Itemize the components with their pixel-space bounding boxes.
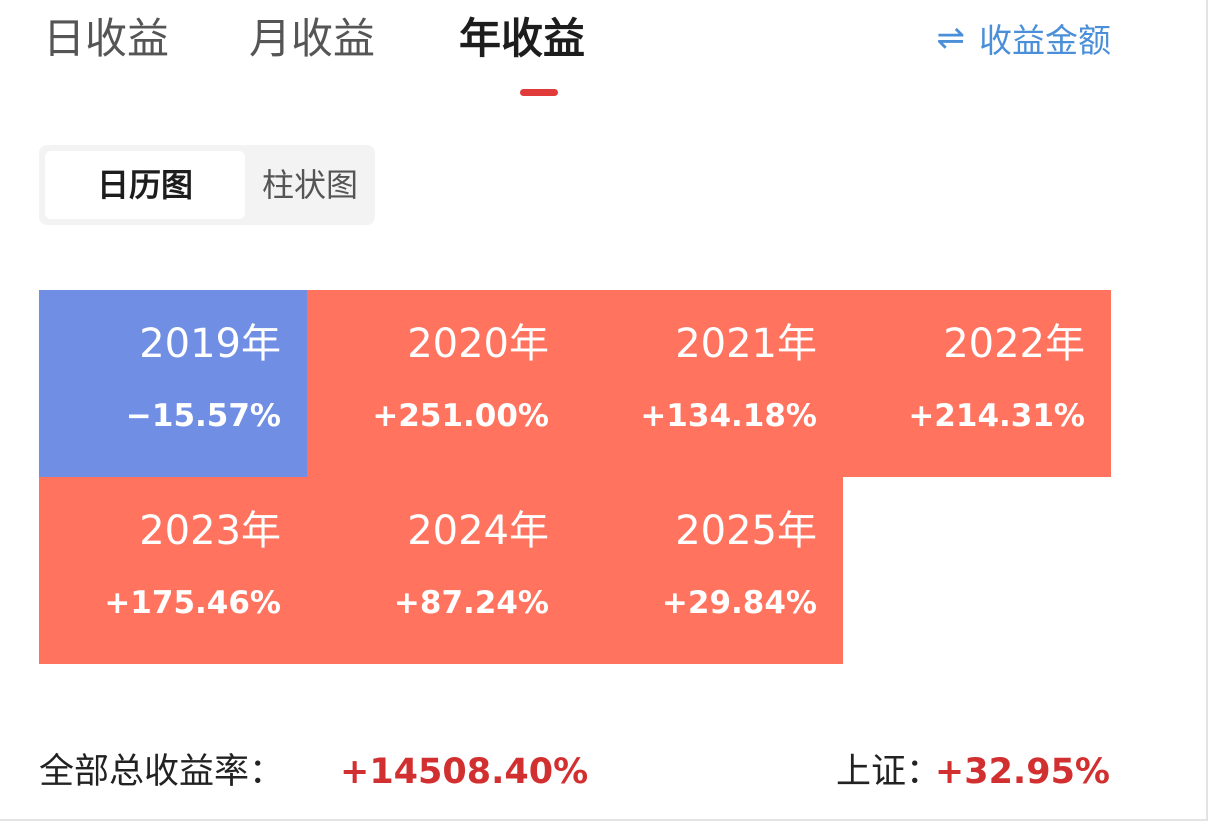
year-label: 2022年 — [943, 321, 1085, 367]
total-return-value: +14508.40% — [340, 752, 589, 792]
year-cell[interactable]: 2024年 +87.24% — [307, 477, 575, 664]
year-return: +87.24% — [393, 585, 549, 621]
bar-chart-view-button[interactable]: 柱状图 — [261, 166, 358, 204]
year-label: 2020年 — [407, 321, 549, 367]
year-cell[interactable]: 2021年 +134.18% — [575, 290, 843, 477]
calendar-view-button[interactable]: 日历图 — [45, 151, 245, 219]
year-return: +134.18% — [640, 398, 817, 434]
year-label: 2019年 — [139, 321, 281, 367]
year-return: +29.84% — [661, 585, 817, 621]
total-return-label: 全部总收益率： — [39, 752, 285, 792]
toggle-return-amount-button[interactable]: ⇌ 收益金额 — [937, 12, 1112, 64]
tab-yearly-return[interactable]: 年收益 — [459, 14, 586, 63]
year-cell[interactable]: 2023年 +175.46% — [39, 477, 307, 664]
year-label: 2021年 — [675, 321, 817, 367]
index-return-value: +32.95% — [934, 752, 1110, 792]
tab-monthly-return[interactable]: 月收益 — [249, 14, 376, 63]
year-return: +175.46% — [104, 585, 281, 621]
year-cell[interactable]: 2020年 +251.00% — [307, 290, 575, 477]
swap-arrows-icon: ⇌ — [936, 18, 966, 58]
view-switch: 日历图 柱状图 — [39, 145, 375, 225]
tab-daily-return[interactable]: 日收益 — [43, 14, 170, 63]
active-tab-indicator — [520, 89, 558, 96]
year-label: 2025年 — [675, 508, 817, 554]
year-return: +214.31% — [908, 398, 1085, 434]
year-return: −15.57% — [125, 398, 281, 434]
year-cell[interactable]: 2019年 −15.57% — [39, 290, 307, 477]
year-cell[interactable]: 2025年 +29.84% — [575, 477, 843, 664]
year-return: +251.00% — [372, 398, 549, 434]
index-label: 上证： — [836, 752, 942, 792]
toggle-label: 收益金额 — [979, 21, 1111, 60]
year-cell[interactable]: 2022年 +214.31% — [843, 290, 1111, 477]
yearly-return-calendar: 2019年 −15.57% 2020年 +251.00% 2021年 +134.18% 20… — [39, 290, 1111, 664]
year-label: 2023年 — [139, 508, 281, 554]
year-label: 2024年 — [407, 508, 549, 554]
